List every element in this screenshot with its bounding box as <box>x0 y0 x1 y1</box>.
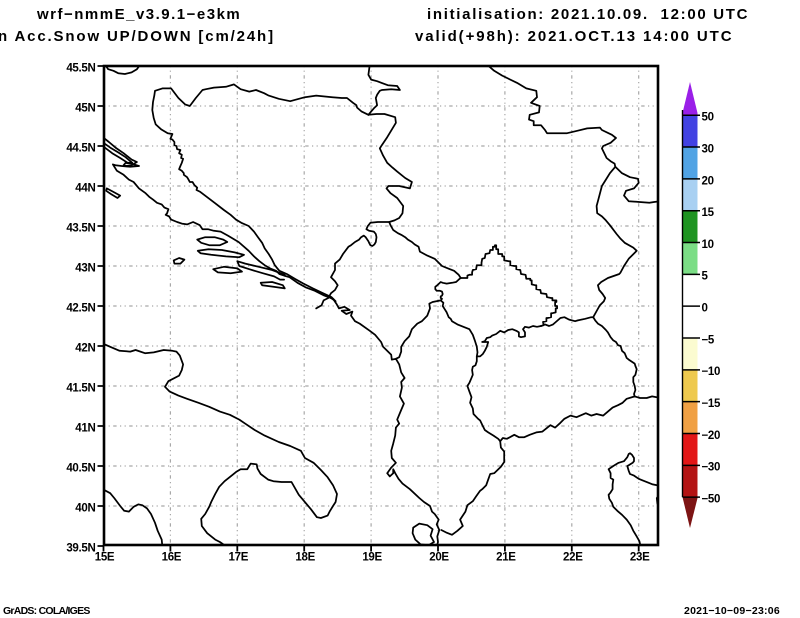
svg-text:30: 30 <box>702 143 714 155</box>
svg-text:22E: 22E <box>563 551 583 563</box>
svg-text:16E: 16E <box>162 551 182 563</box>
svg-text:20E: 20E <box>429 551 449 563</box>
svg-text:5: 5 <box>702 271 709 283</box>
svg-text:44.5N: 44.5N <box>66 142 95 154</box>
svg-text:0: 0 <box>702 303 708 315</box>
svg-text:15: 15 <box>702 207 715 219</box>
svg-text:40N: 40N <box>75 502 95 514</box>
svg-text:−10: −10 <box>702 366 721 378</box>
svg-text:21E: 21E <box>496 551 516 563</box>
svg-text:42.5N: 42.5N <box>66 302 95 314</box>
svg-text:45.5N: 45.5N <box>66 62 95 74</box>
svg-text:−50: −50 <box>702 494 721 506</box>
svg-text:43.5N: 43.5N <box>66 222 95 234</box>
svg-text:41.5N: 41.5N <box>66 382 95 394</box>
svg-text:40.5N: 40.5N <box>66 462 95 474</box>
svg-text:−30: −30 <box>702 462 721 474</box>
svg-text:41N: 41N <box>75 422 95 434</box>
svg-text:−5: −5 <box>702 334 715 346</box>
svg-text:17E: 17E <box>229 551 249 563</box>
svg-text:−15: −15 <box>702 398 722 410</box>
svg-text:50: 50 <box>702 112 714 124</box>
svg-text:10: 10 <box>702 239 714 251</box>
svg-text:44N: 44N <box>75 182 95 194</box>
svg-text:39.5N: 39.5N <box>66 542 95 554</box>
svg-text:23E: 23E <box>630 551 650 563</box>
svg-text:18E: 18E <box>295 551 315 563</box>
svg-text:42N: 42N <box>75 342 95 354</box>
svg-text:15E: 15E <box>95 551 115 563</box>
svg-text:43N: 43N <box>75 262 95 274</box>
svg-text:19E: 19E <box>362 551 382 563</box>
svg-text:20: 20 <box>702 175 714 187</box>
svg-text:45N: 45N <box>75 102 95 114</box>
svg-text:−20: −20 <box>702 430 721 442</box>
